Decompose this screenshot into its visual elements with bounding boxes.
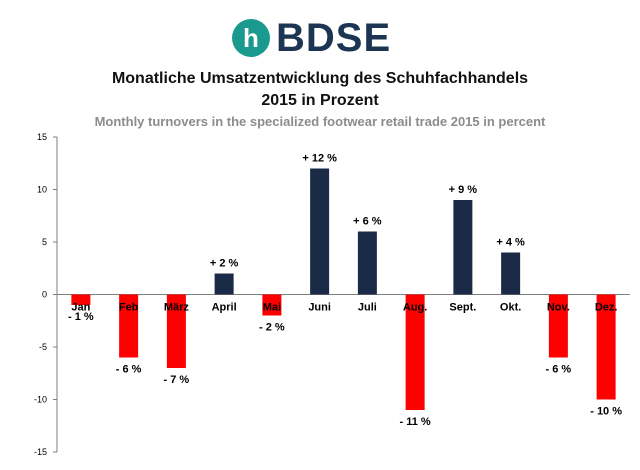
x-category-label: Juni bbox=[308, 302, 331, 314]
data-label: + 6 % bbox=[353, 216, 382, 228]
bar bbox=[501, 252, 521, 295]
logo-text: BDSE bbox=[276, 16, 392, 60]
data-label: - 7 % bbox=[164, 374, 190, 386]
x-category-label: Sept. bbox=[449, 302, 476, 314]
data-label: - 1 % bbox=[68, 311, 94, 323]
x-category-label: Dez. bbox=[595, 302, 618, 314]
x-category-label: Nov. bbox=[547, 302, 570, 314]
bdse-logo: h BDSE bbox=[232, 18, 391, 58]
x-category-label: Juli bbox=[358, 302, 377, 314]
data-label: + 4 % bbox=[496, 237, 525, 249]
data-label: - 6 % bbox=[546, 364, 572, 376]
data-label: + 12 % bbox=[302, 153, 337, 165]
bar bbox=[405, 294, 425, 410]
x-category-label: April bbox=[212, 302, 237, 314]
logo-mark-icon: h bbox=[232, 19, 270, 57]
logo-mark-letter: h bbox=[243, 23, 259, 53]
data-label: - 2 % bbox=[259, 322, 285, 334]
y-tick-label: 15 bbox=[37, 132, 47, 142]
x-category-label: Jan bbox=[71, 302, 90, 314]
chart-subtitle: Monthly turnovers in the specialized foo… bbox=[94, 114, 546, 129]
x-category-label: Mai bbox=[263, 302, 281, 314]
bar bbox=[262, 294, 282, 316]
y-tick-label: 0 bbox=[42, 290, 47, 300]
x-category-label: Okt. bbox=[500, 302, 521, 314]
y-tick-label: 10 bbox=[37, 185, 47, 195]
data-label: + 2 % bbox=[210, 258, 239, 270]
y-tick-label: -15 bbox=[34, 447, 47, 457]
bar bbox=[596, 294, 616, 400]
bar bbox=[214, 273, 234, 295]
bar bbox=[166, 294, 186, 368]
bar bbox=[453, 200, 473, 295]
bar bbox=[357, 231, 377, 295]
y-tick-label: -10 bbox=[34, 395, 47, 405]
chart-title: Monatliche Umsatzentwicklung des Schuhfa… bbox=[111, 70, 529, 87]
data-label: + 9 % bbox=[449, 184, 478, 196]
x-category-label: Aug. bbox=[403, 302, 427, 314]
bar bbox=[310, 168, 330, 295]
bar bbox=[71, 294, 91, 305]
y-tick-label: 5 bbox=[42, 237, 47, 247]
data-label: - 10 % bbox=[590, 406, 622, 418]
data-label: - 6 % bbox=[116, 364, 142, 376]
x-category-label: Feb bbox=[119, 302, 139, 314]
bar bbox=[548, 294, 568, 358]
chart-title-line2: 2015 in Prozent bbox=[261, 92, 379, 109]
data-label: - 11 % bbox=[400, 416, 431, 428]
x-category-label: März bbox=[164, 302, 190, 314]
bar bbox=[119, 294, 139, 358]
y-tick-label: -5 bbox=[39, 342, 47, 352]
